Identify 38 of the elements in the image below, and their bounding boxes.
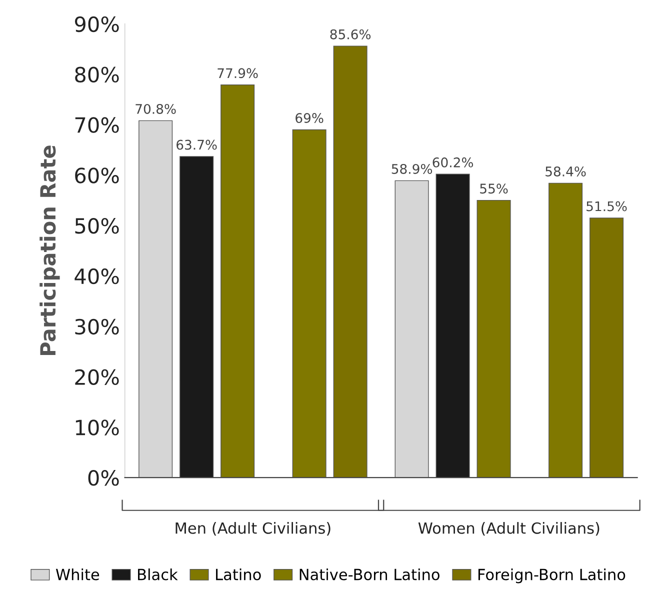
y-tick-label: 10% (76, 420, 119, 436)
data-label: 77.9% (218, 68, 258, 78)
bar (436, 174, 470, 478)
x-tick-label: Women (Adult Civilians) (418, 522, 600, 536)
bar (180, 156, 214, 478)
y-tick-label: 0% (88, 470, 119, 486)
y-tick-label: 60% (75, 168, 119, 184)
bar (292, 129, 326, 478)
y-tick-label: 40% (74, 268, 119, 284)
y-tick-label: 70% (75, 117, 119, 133)
legend-label: Native-Born Latino (300, 568, 440, 580)
y-tick-label: 30% (75, 318, 119, 335)
bar (333, 46, 368, 478)
y-tick-label: 80% (75, 66, 119, 83)
data-label: 55% (480, 184, 508, 194)
y-tick-label: 90% (74, 16, 119, 32)
legend-label: Foreign-Born Latino (478, 568, 626, 584)
legend-label: Black (138, 568, 178, 580)
data-label: 58.4% (546, 166, 586, 176)
data-label: 85.6% (330, 29, 371, 40)
y-tick-label: 20% (75, 369, 119, 385)
data-label: 70.8% (136, 104, 176, 114)
bar (220, 84, 255, 478)
bar (548, 182, 583, 478)
legend-label: White (56, 568, 100, 580)
data-label: 69% (296, 113, 324, 124)
data-label: 60.2% (432, 157, 474, 168)
y-tick-label: 50% (75, 218, 119, 234)
data-label: 63.7% (176, 140, 217, 150)
x-tick-label: Men (Adult Civilians) (176, 522, 330, 536)
bar (590, 218, 624, 478)
data-label: 51.5% (586, 201, 627, 212)
bar (476, 200, 511, 478)
legend-label: Latino (216, 568, 261, 580)
data-label: 58.9% (392, 164, 432, 174)
y-axis-title: Participation Rate (40, 146, 60, 355)
bar (394, 180, 429, 478)
bar (138, 120, 173, 478)
